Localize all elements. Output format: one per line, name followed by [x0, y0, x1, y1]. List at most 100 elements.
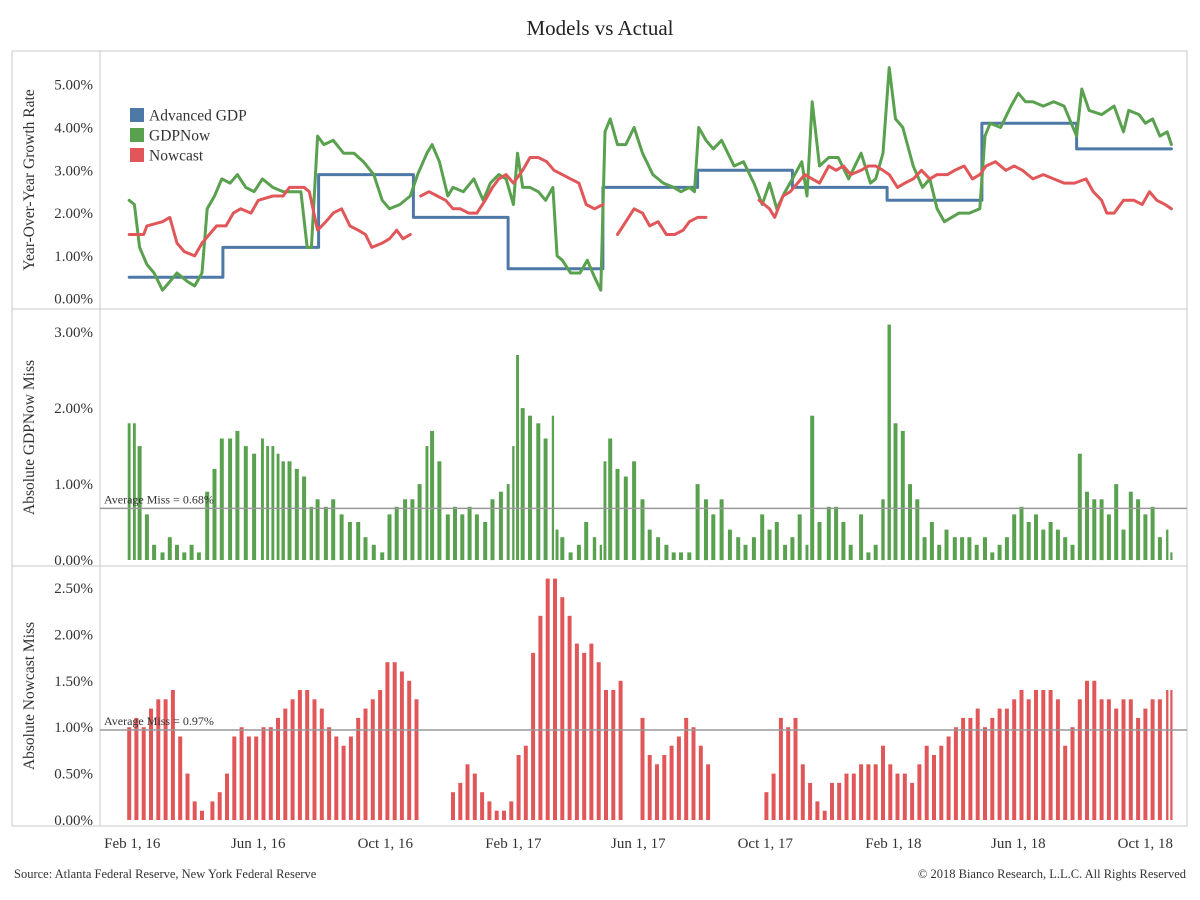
bar-nowcast [1063, 745, 1068, 820]
bar-gdpnow [560, 537, 565, 560]
bar-gdpnow [608, 438, 613, 560]
bar-nowcast [502, 810, 506, 820]
bar-nowcast [414, 699, 419, 820]
bar-gdpnow [294, 468, 299, 560]
bar-nowcast [830, 782, 834, 820]
bar-nowcast [975, 708, 980, 820]
bar-nowcast [939, 745, 944, 820]
y-tick-label: 0.00% [54, 292, 93, 308]
panel-frame-bottom [99, 565, 1188, 827]
bar-gdpnow [915, 499, 920, 561]
chart-title: Models vs Actual [526, 16, 674, 40]
copyright-note: © 2018 Bianco Research, L.L.C. All Right… [917, 867, 1186, 881]
x-tick-label: Jun 1, 16 [231, 836, 286, 852]
bar-gdpnow [347, 522, 352, 560]
bar-gdpnow [261, 438, 264, 560]
bar-nowcast [844, 773, 849, 820]
bar-gdpnow [1048, 522, 1053, 560]
bar-nowcast [917, 764, 922, 820]
series-line-advanced-gdp [127, 121, 1173, 279]
bar-nowcast [407, 680, 412, 820]
bar-gdpnow [1114, 484, 1119, 560]
bar-gdpnow [592, 537, 597, 560]
x-tick-label: Jun 1, 18 [991, 836, 1046, 852]
y-tick-label: 5.00% [54, 78, 93, 94]
y-tick-label: 2.00% [54, 401, 93, 417]
bar-gdpnow [453, 506, 457, 560]
x-tick-label: Feb 1, 18 [865, 836, 921, 852]
bar-nowcast [924, 745, 929, 820]
bar-gdpnow [615, 468, 620, 560]
bar-nowcast [276, 717, 280, 820]
bar-nowcast [932, 755, 936, 820]
bar-nowcast [232, 736, 237, 820]
bar-nowcast [1128, 699, 1133, 820]
bar-nowcast [655, 764, 659, 820]
bar-nowcast [225, 773, 229, 820]
bar-nowcast [1085, 680, 1089, 820]
bar-gdpnow [276, 453, 280, 560]
bar-nowcast [283, 708, 288, 820]
x-axis: Feb 1, 16 Jun 1, 16 Oct 1, 16 Feb 1, 17 Jun … [104, 836, 1173, 852]
bar-gdpnow [647, 529, 652, 560]
bar-gdpnow [387, 514, 392, 560]
bar-gdpnow [356, 522, 361, 560]
x-tick-label: Jun 1, 17 [611, 836, 666, 852]
bar-gdpnow [302, 476, 307, 560]
bar-gdpnow [859, 514, 864, 560]
average-label: Average Miss = 0.97% [104, 714, 214, 728]
bar-nowcast [268, 727, 273, 820]
bar-gdpnow [679, 552, 683, 560]
legend-label-nowcast: Nowcast [149, 148, 204, 165]
bar-nowcast [961, 717, 966, 820]
bar-gdpnow [266, 446, 270, 560]
bar-nowcast [290, 699, 295, 820]
y-tick-label: 0.50% [54, 767, 93, 783]
bar-nowcast [560, 597, 565, 820]
bar-nowcast [822, 810, 827, 820]
bar-nowcast [618, 680, 623, 820]
bar-nowcast [706, 764, 711, 820]
y-tick-label: 1.00% [54, 249, 93, 265]
bar-nowcast [859, 764, 864, 820]
bar-gdpnow [848, 544, 853, 560]
bar-gdpnow [736, 537, 741, 560]
bar-nowcast [127, 727, 132, 820]
bar-gdpnow [774, 522, 779, 560]
bar-nowcast [1166, 690, 1169, 820]
bar-gdpnow [1085, 491, 1089, 560]
bar-nowcast [487, 801, 492, 820]
bar-gdpnow [205, 491, 210, 560]
bar-nowcast [640, 717, 645, 820]
bar-nowcast [451, 792, 455, 820]
bar-nowcast [370, 699, 375, 820]
bar-gdpnow [1019, 506, 1024, 560]
bar-nowcast [1099, 699, 1104, 820]
bar-nowcast [538, 615, 543, 820]
bar-gdpnow [287, 461, 292, 560]
bar-gdpnow [1166, 529, 1169, 560]
bar-gdpnow [967, 537, 972, 560]
bar-gdpnow [228, 438, 233, 560]
bar-gdpnow [783, 544, 788, 560]
bar-gdpnow [498, 491, 503, 560]
bar-nowcast [953, 727, 958, 820]
bar-nowcast [334, 736, 339, 820]
y-tick-label: 2.00% [54, 627, 93, 643]
bar-nowcast [968, 717, 973, 820]
bar-nowcast [392, 662, 397, 820]
bar-nowcast [1170, 690, 1173, 820]
bar-gdpnow [252, 453, 257, 560]
bar-gdpnow [1070, 544, 1075, 560]
bar-nowcast [800, 764, 805, 820]
bar-gdpnow [711, 514, 716, 560]
bar-gdpnow [483, 522, 488, 560]
bar-gdpnow [445, 514, 450, 560]
bar-nowcast [1004, 708, 1009, 820]
bar-nowcast [254, 736, 259, 820]
bar-nowcast [149, 708, 153, 820]
bar-nowcast [458, 782, 463, 820]
bar-gdpnow [719, 499, 724, 561]
bar-gdpnow [339, 514, 344, 560]
